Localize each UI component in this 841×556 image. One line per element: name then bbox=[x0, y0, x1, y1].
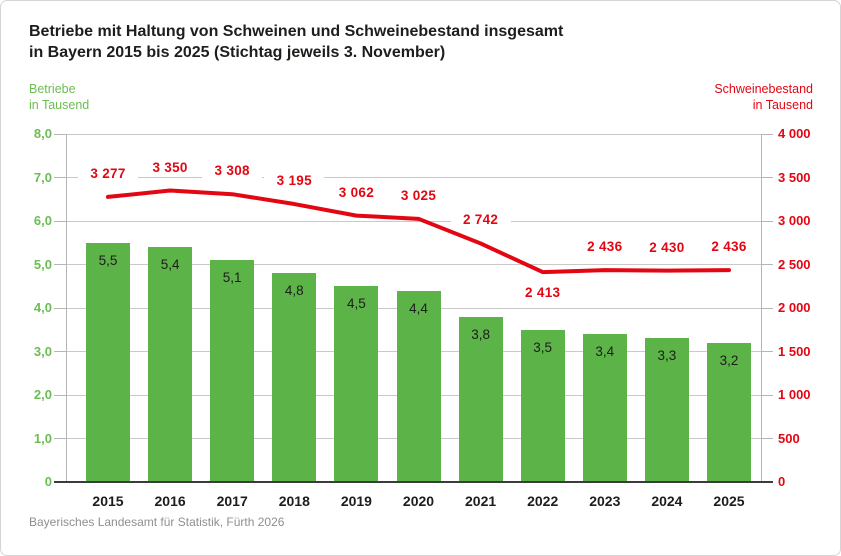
gridline bbox=[66, 133, 761, 135]
x-axis-label-2019: 2019 bbox=[340, 493, 372, 509]
bar-2022 bbox=[520, 329, 565, 482]
x-axis-label-2020: 2020 bbox=[402, 493, 435, 509]
left-axis-unit-label: Betriebe in Tausend bbox=[29, 81, 89, 113]
bar-value-label: 3,5 bbox=[533, 339, 553, 355]
bar-2017 bbox=[210, 260, 255, 482]
left-axis-unit-line1: Betriebe bbox=[29, 82, 76, 96]
bar-value-label: 4,8 bbox=[284, 283, 304, 299]
x-axis-label-2025: 2025 bbox=[713, 493, 745, 509]
right-axis-tick-label: 0 bbox=[778, 474, 786, 489]
x-axis-label-2023: 2023 bbox=[589, 493, 621, 509]
left-axis-tick-label: 2,0 bbox=[33, 387, 52, 402]
left-axis-tick-label: 5,0 bbox=[33, 256, 52, 272]
bar-value-label: 5,5 bbox=[98, 252, 118, 268]
line-value-label: 3 277 bbox=[78, 165, 138, 181]
line-value-label: 2 436 bbox=[574, 239, 635, 255]
line-value-label: 3 350 bbox=[140, 159, 201, 175]
left-axis-tick-label: 0 bbox=[44, 474, 52, 489]
left-axis-tick-label: 1,0 bbox=[33, 430, 52, 446]
bar-2020 bbox=[396, 290, 441, 482]
chart-title-line1: Betriebe mit Haltung von Schweinen und S… bbox=[29, 23, 564, 40]
left-axis-tick bbox=[54, 264, 66, 265]
left-axis-unit-line2: in Tausend bbox=[29, 98, 90, 112]
bar-value-label: 4,4 bbox=[409, 300, 428, 316]
left-axis-tick bbox=[54, 394, 66, 396]
x-axis-label-2016: 2016 bbox=[154, 493, 186, 509]
bar-value-label: 4,5 bbox=[347, 296, 366, 312]
line-value-label: 3 308 bbox=[202, 163, 263, 179]
line-value-label: 2 430 bbox=[636, 239, 697, 255]
bar-value-label: 5,1 bbox=[222, 270, 242, 286]
gridline bbox=[66, 220, 761, 222]
right-axis-tick bbox=[761, 394, 773, 396]
right-axis-tick-label: 3 500 bbox=[778, 169, 811, 185]
chart-title: Betriebe mit Haltung von Schweinen und S… bbox=[29, 21, 729, 63]
right-axis-tick-label: 4 000 bbox=[778, 126, 811, 141]
line-value-label: 3 062 bbox=[326, 184, 387, 200]
left-axis-tick-label: 8,0 bbox=[33, 126, 52, 141]
x-axis-label-2024: 2024 bbox=[651, 493, 683, 509]
left-axis-tick bbox=[54, 307, 66, 309]
left-axis-tick bbox=[54, 438, 66, 439]
line-value-label: 2 436 bbox=[699, 239, 759, 255]
x-axis-line bbox=[54, 481, 773, 483]
left-axis-tick-label: 4,0 bbox=[33, 300, 52, 315]
right-axis-tick bbox=[761, 351, 773, 352]
bar-2019 bbox=[334, 286, 379, 482]
right-axis-unit-line2: in Tausend bbox=[752, 98, 813, 112]
bar-value-label: 3,8 bbox=[471, 326, 490, 342]
left-axis-tick-label: 3,0 bbox=[33, 343, 52, 359]
bar-2025 bbox=[707, 342, 751, 482]
left-axis-tick bbox=[54, 177, 66, 178]
source-note: Bayerisches Landesamt für Statistik, Für… bbox=[29, 515, 285, 529]
right-axis-tick-label: 2 500 bbox=[778, 256, 811, 272]
x-axis-label-2017: 2017 bbox=[216, 493, 248, 509]
right-axis-unit-label: Schweinebestand in Tausend bbox=[714, 81, 813, 113]
bar-2016 bbox=[148, 247, 193, 482]
right-axis-unit-line1: Schweinebestand bbox=[714, 82, 813, 96]
right-axis-tick-label: 500 bbox=[778, 430, 800, 446]
right-axis-tick bbox=[761, 264, 773, 265]
bar-2024 bbox=[644, 338, 689, 482]
left-axis-line bbox=[66, 134, 67, 482]
bar-2023 bbox=[582, 334, 627, 482]
right-axis-tick bbox=[761, 438, 773, 439]
x-axis-label-2021: 2021 bbox=[465, 493, 497, 509]
x-axis-label-2018: 2018 bbox=[278, 493, 310, 509]
right-axis-tick bbox=[761, 177, 773, 178]
line-value-label: 3 195 bbox=[264, 173, 325, 189]
x-axis-label-2022: 2022 bbox=[527, 493, 559, 509]
right-axis-tick-label: 3 000 bbox=[778, 213, 811, 228]
line-value-label: 2 413 bbox=[512, 285, 573, 301]
line-value-label: 3 025 bbox=[388, 187, 449, 203]
left-axis-tick bbox=[54, 351, 66, 352]
right-axis-tick bbox=[761, 133, 773, 135]
right-axis-tick-label: 1 500 bbox=[778, 343, 811, 359]
left-axis-tick-label: 6,0 bbox=[33, 213, 52, 228]
gridline bbox=[66, 177, 761, 178]
right-axis-tick bbox=[761, 307, 773, 309]
bar-2015 bbox=[86, 242, 130, 482]
line-value-label: 2 742 bbox=[450, 212, 511, 228]
bar-2021 bbox=[458, 316, 503, 482]
right-axis-tick-label: 1 000 bbox=[778, 387, 811, 402]
bar-value-label: 5,4 bbox=[160, 257, 180, 273]
x-axis-label-2015: 2015 bbox=[92, 493, 124, 509]
left-axis-tick-label: 7,0 bbox=[33, 169, 52, 185]
right-axis-tick bbox=[761, 220, 773, 222]
left-axis-tick bbox=[54, 220, 66, 222]
bar-value-label: 3,2 bbox=[719, 352, 739, 368]
right-axis-tick-label: 2 000 bbox=[778, 300, 811, 315]
bar-value-label: 3,3 bbox=[657, 348, 677, 364]
chart-title-line2: in Bayern 2015 bis 2025 (Stichtag jeweil… bbox=[29, 44, 446, 61]
left-axis-tick bbox=[54, 133, 66, 135]
bar-2018 bbox=[272, 273, 317, 482]
bar-value-label: 3,4 bbox=[595, 344, 615, 360]
